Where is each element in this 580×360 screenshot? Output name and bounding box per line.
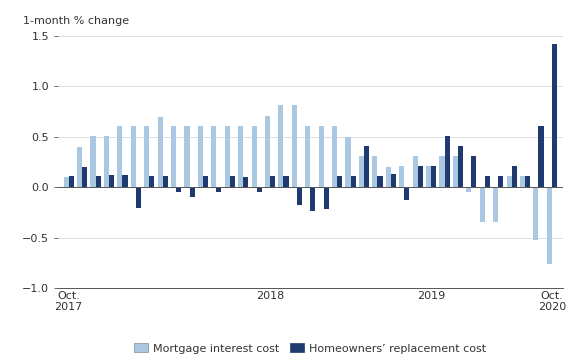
Bar <box>69 176 74 187</box>
Bar <box>265 116 270 187</box>
Bar <box>158 117 162 187</box>
Bar <box>256 187 262 192</box>
Bar <box>547 187 552 264</box>
Bar <box>378 176 382 187</box>
Bar <box>117 126 122 187</box>
Bar <box>310 187 316 211</box>
Bar <box>297 187 302 205</box>
Bar <box>96 176 101 187</box>
Bar <box>506 176 512 187</box>
Bar <box>64 177 69 187</box>
Bar <box>305 126 310 187</box>
Bar <box>372 156 378 187</box>
Bar <box>552 44 557 187</box>
Bar <box>238 126 243 187</box>
Bar <box>386 167 391 187</box>
Bar <box>109 175 114 187</box>
Bar <box>230 176 235 187</box>
Bar <box>538 126 543 187</box>
Bar <box>346 137 350 187</box>
Bar <box>122 175 128 187</box>
Bar <box>198 126 203 187</box>
Bar <box>440 156 444 187</box>
Bar <box>534 187 538 240</box>
Bar <box>337 176 342 187</box>
Bar <box>144 126 149 187</box>
Bar <box>453 156 458 187</box>
Bar <box>391 174 396 187</box>
Bar <box>350 176 356 187</box>
Bar <box>190 187 195 197</box>
Bar <box>184 126 190 187</box>
Bar <box>480 187 485 222</box>
Bar <box>418 166 423 187</box>
Bar <box>90 136 96 187</box>
Bar <box>224 126 230 187</box>
Bar <box>270 176 275 187</box>
Bar <box>431 166 436 187</box>
Bar <box>216 187 222 192</box>
Bar <box>472 156 476 187</box>
Bar <box>243 177 248 187</box>
Bar <box>203 176 208 187</box>
Bar <box>292 104 297 187</box>
Bar <box>82 167 87 187</box>
Bar <box>359 156 364 187</box>
Bar <box>458 146 463 187</box>
Text: 1-month % change: 1-month % change <box>23 16 129 26</box>
Bar <box>252 126 256 187</box>
Bar <box>493 187 498 222</box>
Bar <box>444 136 450 187</box>
Bar <box>211 126 216 187</box>
Bar <box>399 166 404 187</box>
Bar <box>412 156 418 187</box>
Bar <box>520 176 525 187</box>
Bar <box>77 147 82 187</box>
Bar <box>176 187 181 192</box>
Bar <box>104 136 109 187</box>
Bar <box>136 187 141 208</box>
Bar <box>278 104 284 187</box>
Bar <box>525 176 530 187</box>
Bar <box>318 126 324 187</box>
Bar <box>498 176 503 187</box>
Bar <box>466 187 472 192</box>
Bar <box>324 187 329 210</box>
Bar <box>426 166 431 187</box>
Bar <box>485 176 490 187</box>
Bar <box>284 176 289 187</box>
Bar <box>332 126 337 187</box>
Bar <box>149 176 154 187</box>
Bar <box>171 126 176 187</box>
Bar <box>162 176 168 187</box>
Bar <box>130 126 136 187</box>
Bar <box>404 187 409 200</box>
Legend: Mortgage interest cost, Homeowners’ replacement cost: Mortgage interest cost, Homeowners’ repl… <box>130 339 491 358</box>
Bar <box>512 166 517 187</box>
Bar <box>364 146 369 187</box>
